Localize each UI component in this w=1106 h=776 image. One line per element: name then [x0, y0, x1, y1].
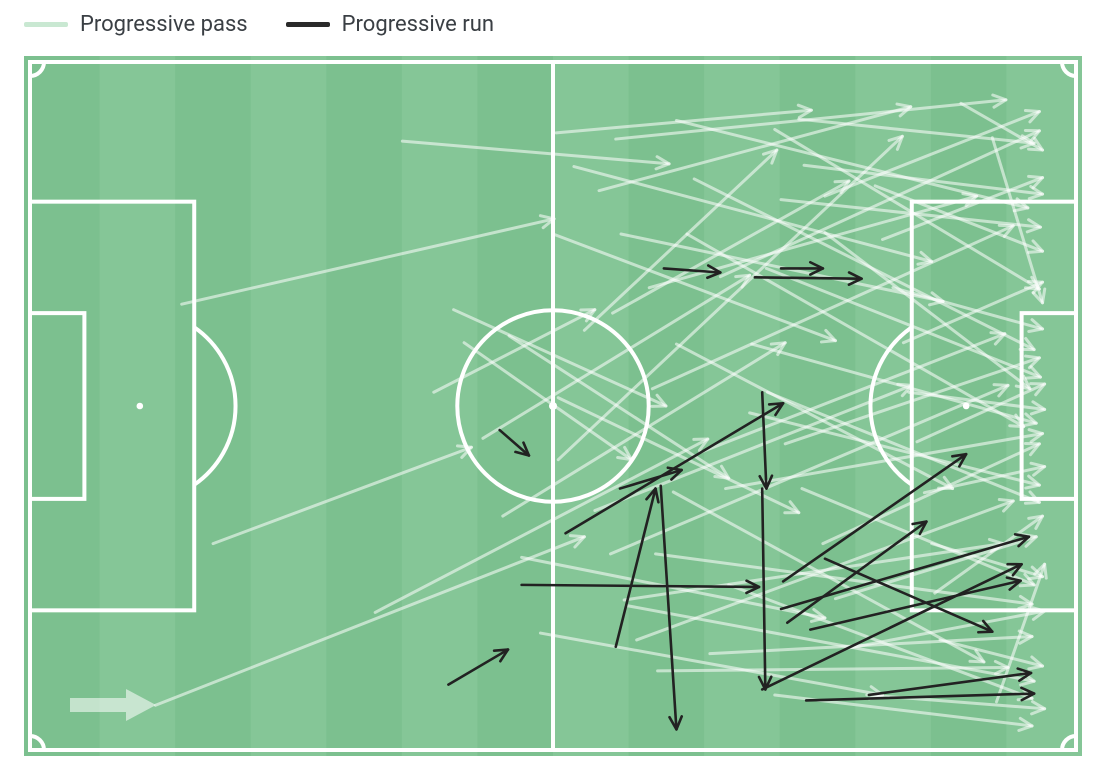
- legend-label-pass: Progressive pass: [80, 12, 248, 37]
- legend-item-pass: Progressive pass: [24, 12, 248, 37]
- legend-swatch-pass: [24, 22, 68, 27]
- legend-item-run: Progressive run: [286, 12, 494, 37]
- legend-label-run: Progressive run: [342, 12, 494, 37]
- legend: Progressive pass Progressive run: [24, 12, 494, 37]
- pitch-map: [24, 56, 1082, 756]
- legend-swatch-run: [286, 22, 330, 27]
